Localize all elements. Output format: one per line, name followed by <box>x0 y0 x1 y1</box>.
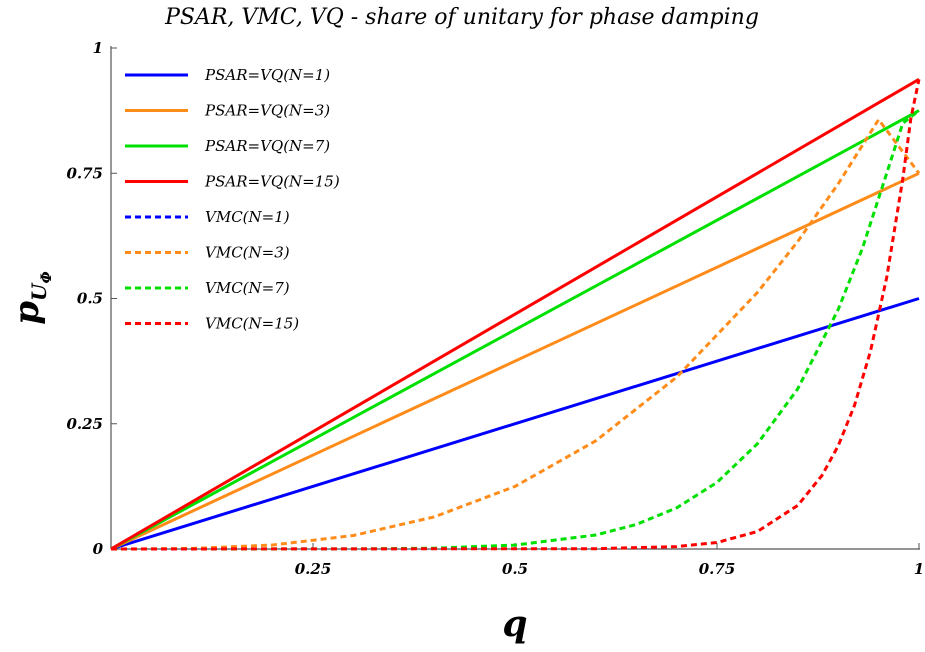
y-tick-label: 1 <box>93 39 103 57</box>
series-line-1 <box>110 171 920 551</box>
svg-text:pUΦ: pUΦ <box>7 271 55 324</box>
x-tick-label: 0.75 <box>699 560 736 578</box>
plot-lines <box>110 78 921 551</box>
series-line-0 <box>110 297 920 551</box>
legend-label: VMC(N=7) <box>205 279 290 297</box>
x-axis-label: q <box>502 603 527 645</box>
series-line-7 <box>110 78 921 551</box>
y-axis-label-main: p <box>7 301 47 325</box>
series-line-5 <box>110 118 921 551</box>
axes: 0.25 0.5 0.75 1 0 0.25 0.5 0.75 1 <box>66 39 924 578</box>
x-tick-label: 1 <box>914 560 924 578</box>
y-tick-label: 0.5 <box>77 290 103 308</box>
y-axis-label-subsub: Φ <box>39 271 55 283</box>
legend-label: PSAR=VQ(N=7) <box>204 137 330 155</box>
legend-label: PSAR=VQ(N=15) <box>204 173 340 191</box>
y-tick-label: 0.75 <box>66 164 103 182</box>
legend-label: VMC(N=3) <box>205 244 290 262</box>
legend: PSAR=VQ(N=1) PSAR=VQ(N=3) PSAR=VQ(N=7) PSAR… <box>125 66 340 333</box>
series-line-6 <box>110 109 920 551</box>
series-line-3 <box>110 78 920 551</box>
x-tick-label: 0.5 <box>502 560 528 578</box>
x-tick-label: 0.25 <box>295 560 332 578</box>
y-tick-label: 0 <box>93 540 104 558</box>
series-line-2 <box>110 109 920 551</box>
legend-label: VMC(N=1) <box>205 208 290 226</box>
y-axis-label: pUΦ <box>7 271 55 324</box>
legend-label: PSAR=VQ(N=3) <box>204 102 330 120</box>
y-tick-label: 0.25 <box>66 415 103 433</box>
legend-label: VMC(N=15) <box>205 315 299 333</box>
legend-label: PSAR=VQ(N=1) <box>204 66 330 84</box>
y-axis-label-sub: U <box>27 282 51 301</box>
chart-title: PSAR, VMC, VQ - share of unitary for pha… <box>164 5 759 30</box>
